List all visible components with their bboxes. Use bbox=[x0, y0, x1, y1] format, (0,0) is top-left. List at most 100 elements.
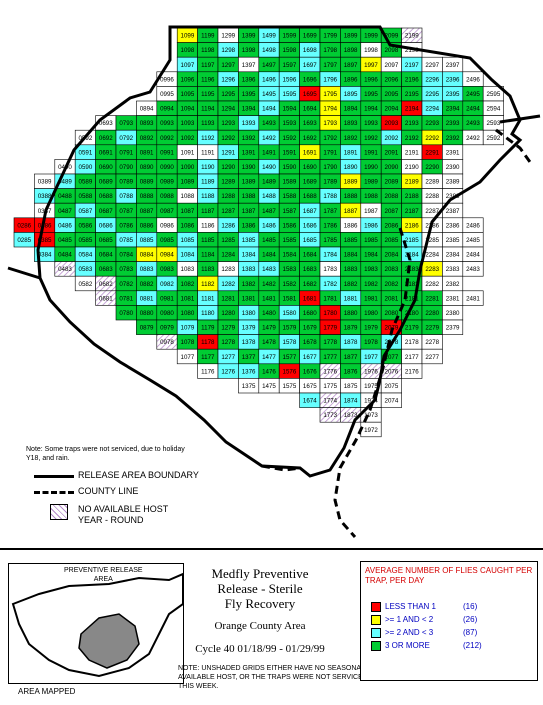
grid-cell: 1283 bbox=[217, 261, 239, 277]
grid-cell: 2084 bbox=[380, 246, 402, 262]
grid-cell-label: 1395 bbox=[242, 91, 256, 98]
grid-cell-label: 2495 bbox=[466, 91, 480, 98]
grid-cell-label: 0991 bbox=[160, 149, 174, 156]
grid-cell-label: 0285 bbox=[17, 237, 31, 244]
grid-cell-label: 1492 bbox=[262, 135, 276, 142]
grid-cell: 1376 bbox=[238, 363, 260, 379]
grid-cell-label: 1773 bbox=[323, 412, 337, 419]
grid-cell: 1884 bbox=[340, 246, 362, 262]
grid-cell-label: 2087 bbox=[385, 208, 399, 215]
grid-cell: 1688 bbox=[299, 188, 321, 204]
grid-cell-label: 1686 bbox=[303, 222, 317, 229]
grid-cell-label: 2283 bbox=[425, 266, 439, 273]
grid-cell-label: 1687 bbox=[303, 208, 317, 215]
grid-cell-label: 1290 bbox=[221, 164, 235, 171]
grid-cell-label: 1996 bbox=[364, 76, 378, 83]
grid-cell: 1082 bbox=[176, 275, 198, 292]
grid-cell: 1675 bbox=[299, 378, 321, 394]
grid-cell: 0984 bbox=[156, 246, 178, 262]
grid-cell-label: 0388 bbox=[38, 193, 52, 200]
grid-cell: 1593 bbox=[278, 115, 300, 131]
grid-cell-label: 1388 bbox=[242, 193, 256, 200]
grid-cell-label: 1490 bbox=[262, 164, 276, 171]
grid-cell-label: 0781 bbox=[119, 295, 133, 302]
grid-cell: 0887 bbox=[136, 202, 158, 219]
grid-cell: 1088 bbox=[176, 188, 198, 204]
grid-cell: 1178 bbox=[197, 334, 219, 350]
grid-cell-label: 1197 bbox=[201, 62, 215, 69]
grid-cell-label: 1276 bbox=[221, 368, 235, 375]
grid-cell: 1383 bbox=[238, 261, 260, 277]
grid-cell: 1978 bbox=[360, 334, 382, 350]
grid-cell: 1180 bbox=[197, 305, 219, 321]
grid-cell: 1388 bbox=[238, 188, 260, 204]
grid-cell-label: 2290 bbox=[425, 164, 439, 171]
grid-cell: 1190 bbox=[197, 159, 219, 175]
grid-cell-label: 1089 bbox=[181, 179, 195, 186]
grid-cell: 1386 bbox=[238, 217, 260, 233]
grid-cell-label: 0992 bbox=[160, 135, 174, 142]
grid-cell: 0991 bbox=[156, 144, 178, 160]
grid-cell: 2178 bbox=[401, 334, 423, 350]
grid-cell-label: 2390 bbox=[446, 164, 460, 171]
grid-cell: 0781 bbox=[115, 290, 137, 306]
title-line4: Orange County Area bbox=[214, 620, 306, 632]
grid-cell-label: 2179 bbox=[405, 325, 419, 332]
unshaded-note: NOTE: UNSHADED GRIDS EITHER HAVE NO SEAS… bbox=[178, 665, 373, 690]
grid-cell: 1891 bbox=[340, 144, 362, 160]
grid-cell: 1890 bbox=[340, 159, 362, 175]
grid-cell: 1976 bbox=[360, 363, 382, 379]
grid-cell: 1179 bbox=[197, 319, 219, 335]
service-note: Note: Some traps were not serviced, due … bbox=[26, 446, 185, 462]
grid-cell-label: 1583 bbox=[283, 266, 297, 273]
grid-cell: 0682 bbox=[95, 275, 117, 292]
grid-cell: 1294 bbox=[217, 100, 239, 116]
title-line1: Medfly Preventive bbox=[211, 566, 309, 581]
grid-cell: 1476 bbox=[258, 363, 280, 379]
grid-cell-label: 1994 bbox=[364, 106, 378, 113]
grid-cell: 2386 bbox=[442, 217, 464, 233]
grid-cell-label: 1974 bbox=[364, 398, 378, 405]
grid-cell: 1696 bbox=[299, 71, 321, 87]
grid-cell-label: 1777 bbox=[323, 354, 337, 361]
grid-cell-label: 2481 bbox=[466, 295, 480, 302]
grid-cell-label: 1180 bbox=[201, 310, 215, 317]
grid-cell: 0888 bbox=[136, 188, 158, 204]
grid-cell-label: 0893 bbox=[140, 120, 154, 127]
grid-cell-label: 0890 bbox=[140, 164, 154, 171]
grid-cell-label: 2392 bbox=[446, 135, 460, 142]
grid-cell-label: 1891 bbox=[344, 149, 358, 156]
grid-cell: 0782 bbox=[115, 275, 137, 292]
grid-cell-label: 1397 bbox=[242, 62, 256, 69]
grid-cell: 1493 bbox=[258, 115, 280, 131]
grid-cell: 1798 bbox=[319, 42, 341, 58]
grid-cell-label: 0881 bbox=[140, 295, 154, 302]
grid-cell-label: 1895 bbox=[344, 91, 358, 98]
grid-cell-label: 1393 bbox=[242, 120, 256, 127]
grid-cell: 2292 bbox=[421, 129, 443, 146]
grid-cell-label: 2391 bbox=[446, 149, 460, 156]
grid-cell-label: 1685 bbox=[303, 237, 317, 244]
grid-cell-label: 2395 bbox=[446, 91, 460, 98]
grid-cell: 1583 bbox=[278, 261, 300, 277]
grid-cell: 2085 bbox=[380, 232, 402, 248]
grid-cell-label: 2094 bbox=[385, 106, 399, 113]
grid-cell: 0691 bbox=[95, 144, 117, 160]
grid-cell: 1580 bbox=[278, 305, 300, 321]
grid-cell: 2390 bbox=[442, 159, 464, 175]
grid-cell-label: 1591 bbox=[283, 149, 297, 156]
grid-cell-label: 2082 bbox=[385, 281, 399, 288]
grid-cell-label: 1085 bbox=[181, 237, 195, 244]
grid-cell: 1895 bbox=[340, 86, 362, 102]
grid-cell: 1389 bbox=[238, 173, 260, 189]
inset-map: PREVENTIVE RELEASE AREA bbox=[8, 563, 184, 684]
grid-cell-label: 1882 bbox=[344, 281, 358, 288]
grid-cell: 0979 bbox=[156, 319, 178, 335]
grid-cell: 1479 bbox=[258, 319, 280, 335]
grid-cell-label: 0681 bbox=[99, 295, 113, 302]
grid-cell-label: 1296 bbox=[221, 76, 235, 83]
grid-cell: 2281 bbox=[421, 290, 443, 306]
grid-cell: 1387 bbox=[238, 202, 260, 219]
grid-cell: 1794 bbox=[319, 100, 341, 116]
grid-cell: 1888 bbox=[340, 188, 362, 204]
